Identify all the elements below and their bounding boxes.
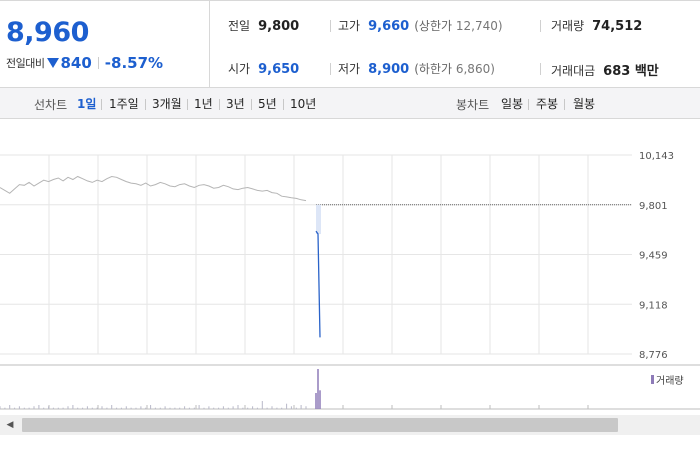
down-triangle-icon [47,58,60,68]
candle-monthly[interactable]: 월봉 [573,97,596,111]
divider [330,20,331,32]
divider [145,99,146,110]
line-chart-label: 선차트 [34,98,68,112]
candle-daily[interactable]: 일봉 [501,97,524,111]
change-percent: -8.57% [104,54,164,72]
price-line-premarket [0,175,307,202]
candle-weekly[interactable]: 주봉 [536,97,559,111]
quote-panel: 8,960 전일대비 840 -8.57% 전일 9,800 고가 9,660 … [0,0,700,88]
period-1y[interactable]: 1년 [194,97,213,111]
divider [97,57,99,69]
stat-volume: 거래량 74,512 [551,17,642,34]
upper-limit-value: 12,740) [455,19,503,33]
stat-low: 저가 8,900 (하한가 6,860) [338,60,495,77]
stat-value: 8,900 [368,62,410,77]
y-tick-label: 9,118 [639,300,668,311]
divider [101,99,102,110]
lower-limit-label: (하한가 [414,62,453,76]
stat-label: 전일 [228,19,251,33]
volume-legend: 거래량 [651,372,684,387]
chart-toolbar: 선차트 1일 1주일 3개월 1년 3년 5년 10년 봉차트 일봉 주봉 월봉 [0,88,700,119]
change-value: 840 [60,54,92,72]
stat-trade-amount: 거래대금 683 백만 [551,60,659,79]
scroll-thumb[interactable] [22,418,618,432]
period-3m[interactable]: 3개월 [152,97,182,111]
y-tick-label: 9,459 [639,251,668,262]
period-1w[interactable]: 1주일 [109,97,139,111]
stat-open: 시가 9,650 [228,60,299,77]
volume-legend-label: 거래량 [656,376,684,387]
stat-label: 고가 [338,19,361,33]
divider [283,99,284,110]
divider [219,99,220,110]
period-1d[interactable]: 1일 [77,97,97,111]
upper-limit: (상한가 12,740) [414,17,502,34]
volume-legend-swatch [651,375,654,384]
y-tick-label: 8,776 [639,350,668,361]
stat-label: 거래량 [551,19,585,33]
divider [564,99,565,110]
divider [540,63,541,75]
divider [330,63,331,75]
scroll-left-arrow-icon[interactable]: ◀ [6,420,14,430]
divider [528,99,529,110]
divider [540,20,541,32]
lower-limit-value: 6,860) [455,62,495,76]
stat-value: 9,650 [258,62,300,77]
y-tick-label: 10,143 [639,151,674,162]
divider [251,99,252,110]
stat-high: 고가 9,660 (상한가 12,740) [338,17,503,34]
change-row: 전일대비 840 -8.57% [6,54,163,72]
stat-value: 9,660 [368,19,410,34]
price-chart[interactable]: 10,143 9,801 9,459 9,118 8,776 거래량 [0,119,700,415]
lower-limit: (하한가 6,860) [414,60,495,77]
change-label: 전일대비 [6,57,45,70]
chart-scrollbar[interactable]: ◀ [0,415,700,435]
y-tick-label: 9,801 [639,201,668,212]
current-price: 8,960 [6,17,89,48]
stat-value: 683 백만 [603,64,659,79]
drop-shade [316,204,321,235]
stat-value: 9,800 [258,19,300,34]
stat-value: 74,512 [592,19,643,34]
divider [187,99,188,110]
price-chart-svg: 10,143 9,801 9,459 9,118 8,776 [0,151,700,410]
candle-chart-label: 봉차트 [456,98,490,112]
stat-label: 저가 [338,62,361,76]
upper-limit-label: (상한가 [414,19,453,33]
period-3y[interactable]: 3년 [226,97,245,111]
stat-prev-close: 전일 9,800 [228,17,299,34]
price-line [315,230,321,338]
stat-label: 거래대금 [551,64,596,78]
stat-label: 시가 [228,62,251,76]
period-5y[interactable]: 5년 [258,97,277,111]
period-10y[interactable]: 10년 [290,97,317,111]
current-price-block: 8,960 전일대비 840 -8.57% [0,1,210,88]
